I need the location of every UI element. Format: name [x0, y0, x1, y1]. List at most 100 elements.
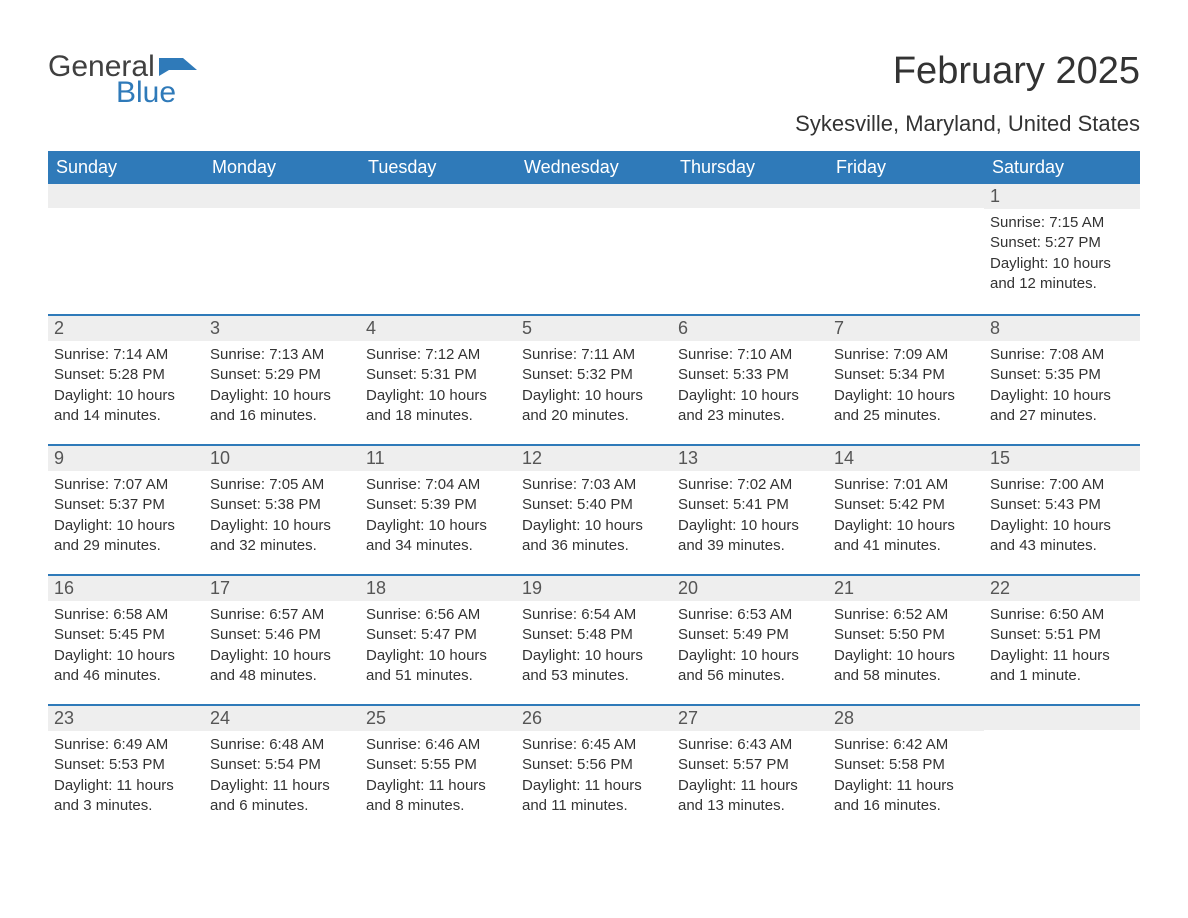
day-number: 6: [678, 318, 688, 338]
day-cell: 14Sunrise: 7:01 AMSunset: 5:42 PMDayligh…: [828, 446, 984, 574]
daylight-text: Daylight: 10 hours and 29 minutes.: [54, 516, 198, 557]
day-cell: 25Sunrise: 6:46 AMSunset: 5:55 PMDayligh…: [360, 706, 516, 834]
sunrise-text: Sunrise: 6:52 AM: [834, 605, 978, 625]
location-text: Sykesville, Maryland, United States: [795, 111, 1140, 137]
day-number: 23: [54, 708, 74, 728]
sunset-text: Sunset: 5:54 PM: [210, 755, 354, 775]
day-number-bar: 8: [984, 316, 1140, 341]
day-number-bar: 25: [360, 706, 516, 731]
week-row: 1Sunrise: 7:15 AMSunset: 5:27 PMDaylight…: [48, 184, 1140, 314]
day-number: 27: [678, 708, 698, 728]
day-number: 10: [210, 448, 230, 468]
day-number: 7: [834, 318, 844, 338]
day-number-bar: [828, 184, 984, 208]
sunset-text: Sunset: 5:42 PM: [834, 495, 978, 515]
calendar: Sunday Monday Tuesday Wednesday Thursday…: [48, 151, 1140, 834]
empty-day-cell: [828, 184, 984, 314]
sunrise-text: Sunrise: 6:49 AM: [54, 735, 198, 755]
day-body: Sunrise: 6:48 AMSunset: 5:54 PMDaylight:…: [204, 731, 360, 820]
sunrise-text: Sunrise: 7:07 AM: [54, 475, 198, 495]
daylight-text: Daylight: 11 hours and 13 minutes.: [678, 776, 822, 817]
sunset-text: Sunset: 5:38 PM: [210, 495, 354, 515]
daylight-text: Daylight: 11 hours and 16 minutes.: [834, 776, 978, 817]
day-cell: 21Sunrise: 6:52 AMSunset: 5:50 PMDayligh…: [828, 576, 984, 704]
day-number-bar: 2: [48, 316, 204, 341]
day-number: 3: [210, 318, 220, 338]
sunrise-text: Sunrise: 7:15 AM: [990, 213, 1134, 233]
day-body: [516, 208, 672, 216]
logo-text-blue: Blue: [116, 76, 176, 110]
day-cell: 24 Sunrise: 6:48 AMSunset: 5:54 PMDayligh…: [204, 706, 360, 834]
daylight-text: Daylight: 11 hours and 1 minute.: [990, 646, 1134, 687]
day-number-bar: 15: [984, 446, 1140, 471]
day-number: 14: [834, 448, 854, 468]
day-cell: 9Sunrise: 7:07 AMSunset: 5:37 PMDaylight…: [48, 446, 204, 574]
sunset-text: Sunset: 5:56 PM: [522, 755, 666, 775]
empty-day-cell: [984, 706, 1140, 834]
day-number-bar: 24: [204, 706, 360, 731]
day-header-wednesday: Wednesday: [516, 151, 672, 184]
sunrise-text: Sunrise: 6:43 AM: [678, 735, 822, 755]
empty-day-cell: [360, 184, 516, 314]
daylight-text: Daylight: 10 hours and 32 minutes.: [210, 516, 354, 557]
day-cell: 28Sunrise: 6:42 AMSunset: 5:58 PMDayligh…: [828, 706, 984, 834]
day-cell: 7 Sunrise: 7:09 AMSunset: 5:34 PMDaylight…: [828, 316, 984, 444]
week-row: 23Sunrise: 6:49 AMSunset: 5:53 PMDayligh…: [48, 704, 1140, 834]
day-body: Sunrise: 6:56 AMSunset: 5:47 PMDaylight:…: [360, 601, 516, 690]
daylight-text: Daylight: 10 hours and 20 minutes.: [522, 386, 666, 427]
day-body: Sunrise: 6:52 AMSunset: 5:50 PMDaylight:…: [828, 601, 984, 690]
sunrise-text: Sunrise: 6:58 AM: [54, 605, 198, 625]
daylight-text: Daylight: 10 hours and 51 minutes.: [366, 646, 510, 687]
day-number: 8: [990, 318, 1000, 338]
day-cell: 4Sunrise: 7:12 AMSunset: 5:31 PMDaylight…: [360, 316, 516, 444]
daylight-text: Daylight: 10 hours and 25 minutes.: [834, 386, 978, 427]
day-cell: 23Sunrise: 6:49 AMSunset: 5:53 PMDayligh…: [48, 706, 204, 834]
week-row: 9Sunrise: 7:07 AMSunset: 5:37 PMDaylight…: [48, 444, 1140, 574]
day-cell: 10Sunrise: 7:05 AMSunset: 5:38 PMDayligh…: [204, 446, 360, 574]
sunrise-text: Sunrise: 7:10 AM: [678, 345, 822, 365]
week-row: 16Sunrise: 6:58 AMSunset: 5:45 PMDayligh…: [48, 574, 1140, 704]
day-body: Sunrise: 6:46 AMSunset: 5:55 PMDaylight:…: [360, 731, 516, 820]
day-number-bar: 21: [828, 576, 984, 601]
daylight-text: Daylight: 11 hours and 8 minutes.: [366, 776, 510, 817]
sunrise-text: Sunrise: 6:42 AM: [834, 735, 978, 755]
day-body: Sunrise: 6:54 AMSunset: 5:48 PMDaylight:…: [516, 601, 672, 690]
day-cell: 6Sunrise: 7:10 AMSunset: 5:33 PMDaylight…: [672, 316, 828, 444]
daylight-text: Daylight: 10 hours and 46 minutes.: [54, 646, 198, 687]
day-number-bar: 7: [828, 316, 984, 341]
day-body: Sunrise: 7:09 AMSunset: 5:34 PMDaylight:…: [828, 341, 984, 430]
day-number: 2: [54, 318, 64, 338]
day-number-bar: [516, 184, 672, 208]
header: General Blue February 2025 Sykesville, M…: [48, 50, 1140, 143]
day-header-sunday: Sunday: [48, 151, 204, 184]
sunset-text: Sunset: 5:41 PM: [678, 495, 822, 515]
day-number: 24: [210, 708, 230, 728]
day-cell: 12Sunrise: 7:03 AMSunset: 5:40 PMDayligh…: [516, 446, 672, 574]
sunset-text: Sunset: 5:40 PM: [522, 495, 666, 515]
day-cell: 8Sunrise: 7:08 AMSunset: 5:35 PMDaylight…: [984, 316, 1140, 444]
daylight-text: Daylight: 10 hours and 56 minutes.: [678, 646, 822, 687]
day-body: Sunrise: 6:58 AMSunset: 5:45 PMDaylight:…: [48, 601, 204, 690]
sunset-text: Sunset: 5:48 PM: [522, 625, 666, 645]
sunrise-text: Sunrise: 7:09 AM: [834, 345, 978, 365]
sunset-text: Sunset: 5:33 PM: [678, 365, 822, 385]
daylight-text: Daylight: 10 hours and 14 minutes.: [54, 386, 198, 427]
sunrise-text: Sunrise: 7:01 AM: [834, 475, 978, 495]
daylight-text: Daylight: 10 hours and 27 minutes.: [990, 386, 1134, 427]
day-number-bar: 18: [360, 576, 516, 601]
day-cell: 11Sunrise: 7:04 AMSunset: 5:39 PMDayligh…: [360, 446, 516, 574]
day-body: [360, 208, 516, 216]
sunset-text: Sunset: 5:46 PM: [210, 625, 354, 645]
day-cell: 5Sunrise: 7:11 AMSunset: 5:32 PMDaylight…: [516, 316, 672, 444]
sunrise-text: Sunrise: 7:03 AM: [522, 475, 666, 495]
day-body: [204, 208, 360, 216]
day-body: Sunrise: 7:11 AMSunset: 5:32 PMDaylight:…: [516, 341, 672, 430]
day-number: 26: [522, 708, 542, 728]
day-cell: 13Sunrise: 7:02 AMSunset: 5:41 PMDayligh…: [672, 446, 828, 574]
day-cell: 18Sunrise: 6:56 AMSunset: 5:47 PMDayligh…: [360, 576, 516, 704]
day-number-bar: 1: [984, 184, 1140, 209]
sunrise-text: Sunrise: 6:54 AM: [522, 605, 666, 625]
day-number-bar: 5: [516, 316, 672, 341]
sunrise-text: Sunrise: 7:08 AM: [990, 345, 1134, 365]
empty-day-cell: [672, 184, 828, 314]
